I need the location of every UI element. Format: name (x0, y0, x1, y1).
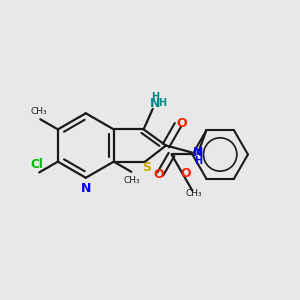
Text: CH₃: CH₃ (31, 107, 47, 116)
Text: N: N (81, 182, 91, 195)
Text: Cl: Cl (30, 158, 43, 172)
Text: N: N (150, 97, 160, 110)
Text: O: O (181, 167, 191, 180)
Text: CH₃: CH₃ (124, 176, 140, 185)
Text: H: H (151, 92, 159, 102)
Text: H: H (194, 156, 202, 166)
Text: O: O (154, 168, 164, 181)
Text: O: O (176, 117, 187, 130)
Text: H: H (158, 98, 166, 109)
Text: CH₃: CH₃ (186, 189, 202, 198)
Text: N: N (193, 146, 203, 159)
Text: S: S (142, 160, 151, 173)
